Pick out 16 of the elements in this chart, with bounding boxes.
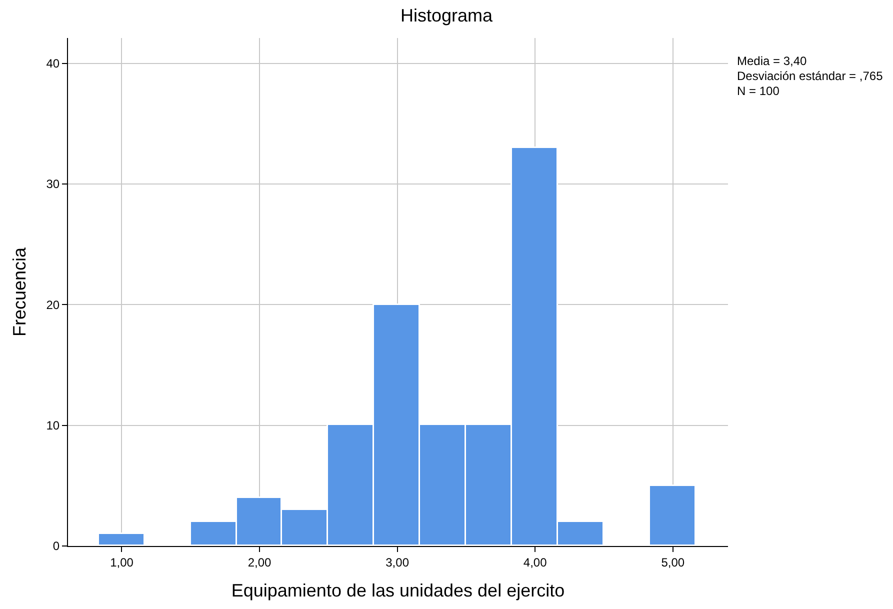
text: N = 100 bbox=[737, 84, 780, 98]
y-tick-label: 40 bbox=[46, 56, 60, 71]
x-tick-label: 1,00 bbox=[110, 555, 134, 570]
text: Desviación estándar = ,765 bbox=[737, 69, 884, 83]
x-tick-label: 5,00 bbox=[661, 555, 685, 570]
y-tick-label: 10 bbox=[46, 418, 60, 433]
x-tick-label: 3,00 bbox=[386, 555, 410, 570]
chart-title: Histograma bbox=[400, 6, 494, 26]
x-tick-label: 4,00 bbox=[523, 555, 548, 570]
y-axis-title: Frecuencia bbox=[9, 246, 30, 337]
x-axis-title: Equipamiento de las unidades del ejercito bbox=[231, 580, 565, 600]
text: Media = 3,40 bbox=[737, 54, 808, 68]
x-tick-label: 2,00 bbox=[248, 555, 272, 570]
y-tick-label: 20 bbox=[46, 298, 60, 312]
y-tick-label: 30 bbox=[46, 177, 60, 192]
y-tick-label: 0 bbox=[52, 539, 60, 554]
